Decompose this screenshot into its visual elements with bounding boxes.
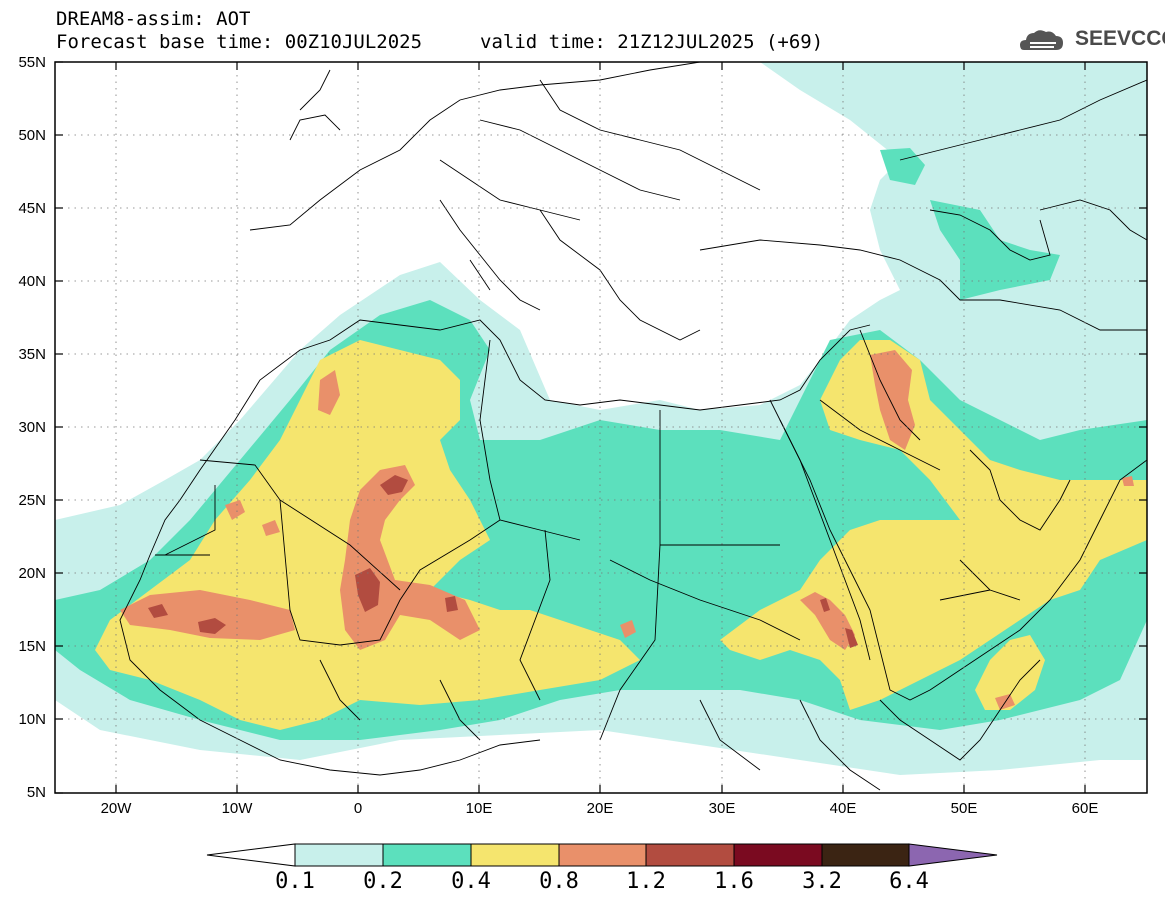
lat-label: 5N (26, 784, 46, 801)
colorbar-label: 0.1 (275, 869, 315, 894)
lon-label: 20E (586, 800, 614, 817)
aot-band-1-2 (148, 475, 858, 648)
coastlines (55, 62, 1147, 793)
colorbar-over-arrow (908, 843, 998, 867)
aot-band-0-4-somalia (975, 635, 1045, 710)
lon-label: 50E (950, 800, 978, 817)
lat-label: 50N (18, 127, 46, 144)
colorbar-bin-1-2 (645, 843, 735, 867)
lat-label: 20N (18, 565, 46, 582)
lon-label: 40E (829, 800, 857, 817)
lat-label: 45N (18, 200, 46, 217)
aot-band-0-2-north (880, 148, 1060, 300)
lat-label: 10N (18, 711, 46, 728)
colorbar-bin-0-1 (294, 843, 384, 867)
lon-label: 30E (708, 800, 736, 817)
colorbar-label: 1.6 (714, 869, 754, 894)
colorbar-label: 6.4 (889, 869, 929, 894)
colorbar-under-arrow (206, 843, 296, 867)
aot-band-0-8-iraq (870, 350, 915, 450)
colorbar-label: 0.4 (451, 869, 491, 894)
grid-lines (55, 62, 1147, 793)
lon-label: 0 (353, 800, 363, 817)
colorbar-label: 1.2 (626, 869, 666, 894)
lat-label: 55N (18, 54, 46, 71)
colorbar-label: 0.8 (539, 869, 579, 894)
colorbar-bin-3-2 (821, 843, 910, 867)
logo-text: SEEVCCC (1075, 27, 1165, 50)
map-title: DREAM8-assim: AOT (56, 8, 251, 30)
valid-time: valid time: 21Z12JUL2025 (+69) (480, 31, 824, 53)
colorbar-label: 0.2 (363, 869, 403, 894)
tick-marks (55, 61, 1147, 794)
aot-band-0-8-atlas (225, 370, 340, 536)
lat-label: 40N (18, 273, 46, 290)
lon-label: 20W (100, 800, 132, 817)
lat-label: 30N (18, 419, 46, 436)
aot-band-0-8-west (120, 590, 295, 640)
colorbar-label: 3.2 (802, 869, 842, 894)
colorbar-bin-1-6 (733, 843, 823, 867)
forecast-base-time: Forecast base time: 00Z10JUL2025 (56, 31, 423, 53)
colorbar-bin-0-2 (382, 843, 472, 867)
lon-label: 60E (1071, 800, 1099, 817)
lon-label: 10E (465, 800, 493, 817)
lat-label: 35N (18, 346, 46, 363)
colorbar-bin-0-4 (470, 843, 560, 867)
colorbar-bin-0-8 (558, 843, 647, 867)
lon-label: 10W (221, 800, 253, 817)
lat-label: 25N (18, 492, 46, 509)
cloud-logo-icon (1020, 30, 1063, 50)
colorbar (206, 843, 998, 867)
lat-label: 15N (18, 638, 46, 655)
